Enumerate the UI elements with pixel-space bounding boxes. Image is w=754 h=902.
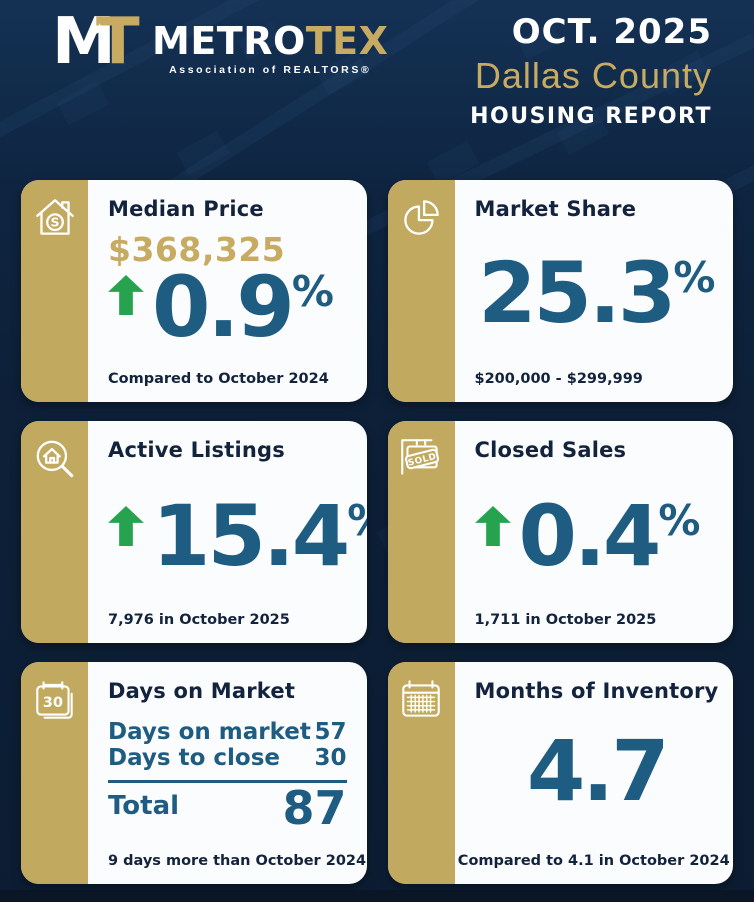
card-closed-sales-sidebar: SOLD bbox=[387, 421, 455, 643]
stat-value: 4.7 bbox=[526, 722, 670, 820]
svg-text:30: 30 bbox=[42, 694, 62, 711]
up-arrow-icon bbox=[474, 506, 511, 546]
card-caption: 1,711 in October 2025 bbox=[474, 612, 657, 628]
brand-tagline: Association of REALTORS® bbox=[169, 64, 372, 76]
card-title: Closed Sales bbox=[474, 438, 627, 462]
brand-tex: TEX bbox=[305, 19, 389, 63]
up-arrow-icon bbox=[108, 506, 144, 546]
card-median-price: S Median Price $368,325 0.9 % Compared t… bbox=[21, 180, 367, 402]
card-caption: $200,000 - $299,999 bbox=[474, 371, 643, 387]
metrotex-logo: M ★ T METROTEX Association of REALTORS® bbox=[52, 10, 388, 88]
pie-chart-icon bbox=[404, 200, 439, 235]
report-header: M ★ T METROTEX Association of REALTORS® … bbox=[0, 0, 754, 180]
stat-value: 0.9 bbox=[152, 258, 295, 356]
logo-letter-m: M bbox=[52, 5, 116, 79]
stat-value: 25.3 bbox=[478, 244, 676, 342]
logo-letter-t: T bbox=[96, 5, 140, 79]
stat-value: 0.4 bbox=[518, 487, 662, 585]
card-title: Months of Inventory bbox=[474, 679, 719, 703]
card-months-of-inventory: Months of Inventory 4.7 Compared to 4.1 … bbox=[387, 662, 734, 884]
stats-grid: S Median Price $368,325 0.9 % Compared t… bbox=[21, 180, 733, 884]
card-months-of-inventory-body: Months of Inventory 4.7 Compared to 4.1 … bbox=[455, 662, 734, 884]
brand-metro: METRO bbox=[152, 19, 306, 63]
up-arrow-icon bbox=[108, 275, 144, 315]
days-row-value: 30 bbox=[314, 745, 347, 772]
days-row: Days to close 30 bbox=[108, 745, 347, 771]
days-row-label: Days on market bbox=[108, 719, 311, 745]
closed-sales-change: 0.4 % bbox=[474, 487, 720, 585]
card-market-share-sidebar bbox=[387, 180, 455, 402]
card-title: Market Share bbox=[474, 197, 637, 221]
median-price-change: 0.9 % bbox=[108, 258, 353, 356]
calendar-30-icon: 30 bbox=[35, 681, 73, 719]
card-median-price-sidebar: S bbox=[21, 180, 88, 402]
days-row-value: 57 bbox=[314, 719, 347, 745]
card-title: Days on Market bbox=[108, 679, 296, 703]
stat-unit: % bbox=[291, 267, 334, 316]
stat-unit: % bbox=[658, 496, 701, 545]
card-days-on-market-sidebar: 30 bbox=[21, 662, 88, 884]
footer-strip bbox=[0, 890, 754, 902]
card-caption: 7,976 in October 2025 bbox=[108, 612, 290, 628]
report-title-block: OCT. 2025 Dallas County HOUSING REPORT bbox=[470, 12, 712, 129]
total-row: Total 87 bbox=[108, 785, 347, 831]
active-listings-change: 15.4 % bbox=[108, 487, 367, 585]
total-divider bbox=[108, 779, 347, 783]
market-share-stat: 25.3 % bbox=[475, 244, 720, 342]
days-row: Days on market 57 bbox=[108, 719, 347, 745]
stat-unit: % bbox=[347, 500, 366, 542]
total-value: 87 bbox=[282, 780, 347, 835]
median-price-value: $368,325 bbox=[108, 230, 286, 269]
card-caption: 9 days more than October 2024 bbox=[108, 853, 367, 869]
card-days-on-market-body: Days on Market Days on market 57 Days to… bbox=[88, 662, 367, 884]
brand-name: METROTEX bbox=[152, 22, 388, 60]
card-market-share-body: Market Share 25.3 % $200,000 - $299,999 bbox=[455, 180, 734, 402]
inventory-stat: 4.7 bbox=[475, 722, 720, 820]
report-date: OCT. 2025 bbox=[511, 12, 712, 52]
house-search-icon bbox=[36, 440, 73, 478]
card-median-price-body: Median Price $368,325 0.9 % Compared to … bbox=[88, 180, 367, 402]
card-days-on-market: 30 Days on Market Days on market 57 Days… bbox=[21, 662, 367, 884]
stat-value: 15.4 bbox=[152, 487, 350, 585]
stat-unit: % bbox=[673, 253, 716, 302]
house-dollar-icon: S bbox=[35, 199, 74, 235]
card-title: Active Listings bbox=[108, 438, 285, 462]
report-region: Dallas County bbox=[474, 54, 712, 96]
card-title: Median Price bbox=[108, 197, 264, 221]
card-active-listings: Active Listings 15.4 % 7,976 in October … bbox=[21, 421, 367, 643]
metrotex-logo-mark: M ★ T bbox=[52, 10, 148, 88]
days-row-label: Days to close bbox=[108, 745, 281, 772]
card-caption: Compared to 4.1 in October 2024 bbox=[457, 853, 730, 869]
total-label: Total bbox=[108, 790, 180, 821]
days-table: Days on market 57 Days to close 30 Total… bbox=[108, 719, 353, 831]
card-closed-sales: SOLD Closed Sales 0.4 % 1,711 in October… bbox=[387, 421, 734, 643]
star-icon: ★ bbox=[93, 20, 107, 38]
calendar-grid-icon bbox=[402, 680, 440, 717]
card-caption: Compared to October 2024 bbox=[108, 371, 329, 387]
report-type: HOUSING REPORT bbox=[470, 103, 712, 129]
card-closed-sales-body: Closed Sales 0.4 % 1,711 in October 2025 bbox=[455, 421, 734, 643]
card-active-listings-sidebar bbox=[21, 421, 88, 643]
sold-sign-icon: SOLD bbox=[401, 439, 440, 475]
card-active-listings-body: Active Listings 15.4 % 7,976 in October … bbox=[88, 421, 367, 643]
card-months-of-inventory-sidebar bbox=[387, 662, 455, 884]
metrotex-wordmark: METROTEX Association of REALTORS® bbox=[152, 10, 388, 76]
card-market-share: Market Share 25.3 % $200,000 - $299,999 bbox=[387, 180, 734, 402]
svg-text:S: S bbox=[50, 215, 59, 230]
